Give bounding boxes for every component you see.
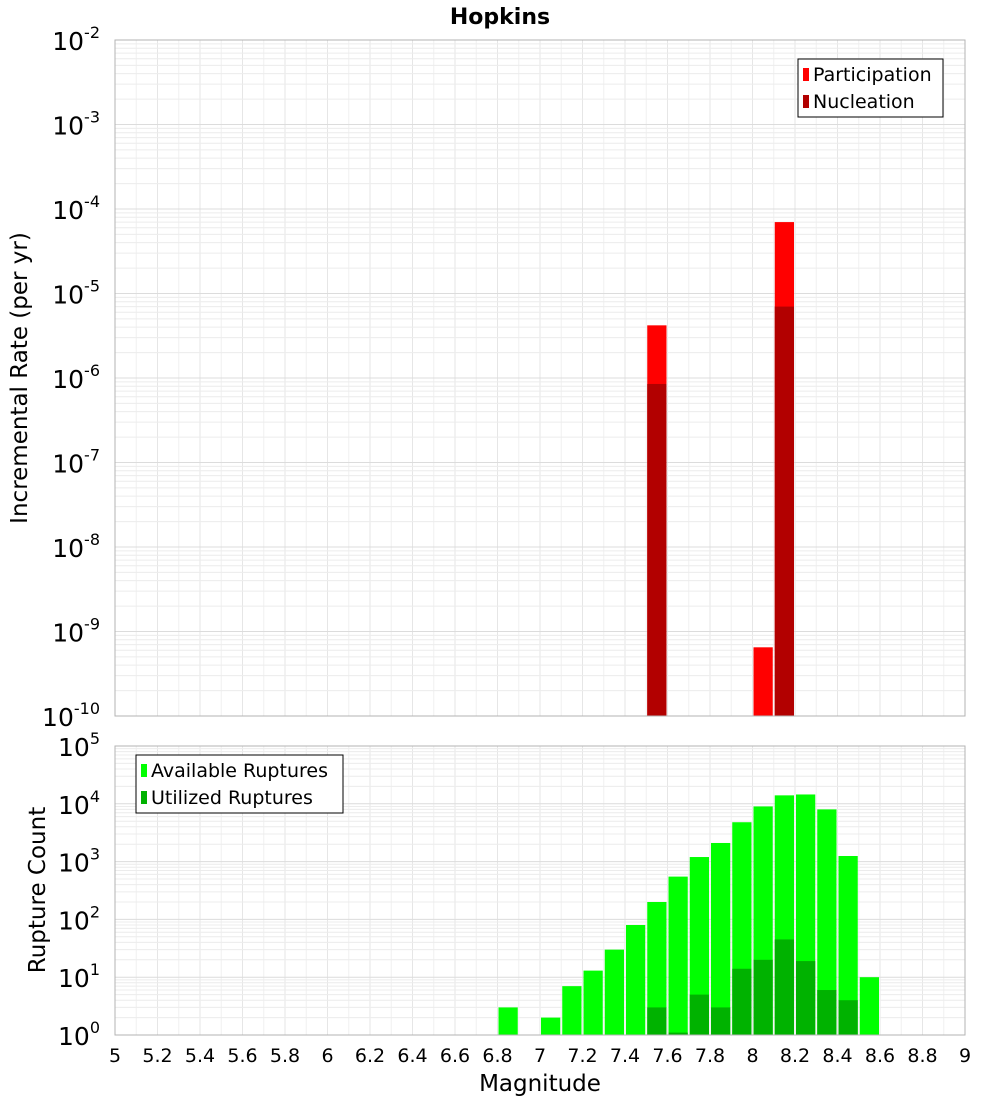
rate-bar-participation (753, 647, 773, 716)
count-bar-available-ruptures (541, 1017, 561, 1035)
rate-bar-nucleation (647, 383, 667, 716)
x-tick-label: 8.8 (907, 1045, 937, 1067)
y-tick-label: 101 (58, 960, 100, 993)
count-bar-utilized-ruptures (711, 1007, 731, 1035)
y-tick-label: 105 (58, 729, 100, 762)
rate-bars (647, 222, 794, 716)
x-tick-label: 8.6 (865, 1045, 895, 1067)
y-tick-label: 10-5 (52, 277, 100, 310)
count-plot-frame (114, 745, 966, 1036)
count-bar-available-ruptures (817, 809, 837, 1035)
count-bar-utilized-ruptures (668, 1032, 688, 1035)
count-bar-available-ruptures (668, 876, 688, 1035)
count-bar-available-ruptures (626, 925, 646, 1035)
count-bar-utilized-ruptures (817, 990, 837, 1035)
rate-y-axis-title: Incremental Rate (per yr) (7, 232, 33, 524)
x-tick-label: 8.2 (780, 1045, 810, 1067)
count-bar-available-ruptures (647, 902, 667, 1035)
y-tick-label: 10-6 (52, 361, 100, 394)
y-tick-label: 104 (58, 787, 100, 820)
legend-label: Nucleation (813, 91, 915, 113)
count-y-axis-title: Rupture Count (25, 807, 51, 973)
rate-plot-frame (114, 39, 966, 717)
legend-box (135, 754, 344, 814)
y-tick-label: 10-9 (52, 615, 100, 648)
x-tick-label: 6.8 (482, 1045, 512, 1067)
y-tick-label: 10-8 (52, 530, 100, 563)
x-tick-label: 8 (746, 1045, 758, 1067)
count-bar-utilized-ruptures (838, 1000, 858, 1035)
x-tick-label: 5.4 (185, 1045, 215, 1067)
rate-legend: Participation Nucleation (797, 58, 944, 118)
magnitude-x-ticks: 5 5.2 5.4 5.6 5.8 6 6.2 6.4 6.6 6.8 7 7.2 7.4 7.6 7.8 8… (109, 1045, 971, 1067)
count-bar-utilized-ruptures (647, 1007, 667, 1035)
x-tick-label: 5 (109, 1045, 121, 1067)
x-tick-label: 6.6 (440, 1045, 470, 1067)
x-tick-label: 5.6 (227, 1045, 257, 1067)
rate-y-ticks: 10-10 10-9 10-8 10-7 10-6 10-5 10-4 10-3 10-2 (42, 23, 100, 732)
count-bar-available-ruptures (604, 949, 624, 1035)
x-tick-label: 6.2 (355, 1045, 385, 1067)
y-tick-label: 10-7 (52, 446, 100, 479)
y-tick-label: 100 (58, 1018, 100, 1051)
x-tick-label: 6.4 (397, 1045, 427, 1067)
y-tick-label: 10-2 (52, 23, 100, 56)
legend-swatch (803, 95, 809, 108)
rate-bar-nucleation (774, 306, 794, 716)
legend-label: Participation (813, 64, 932, 86)
legend-box (797, 58, 944, 118)
x-tick-label: 7.2 (567, 1045, 597, 1067)
y-tick-label: 102 (58, 902, 100, 935)
rate-grid (114, 40, 966, 717)
y-tick-label: 10-3 (52, 108, 100, 141)
rate-panel: 10-10 10-9 10-8 10-7 10-6 10-5 10-4 10-3 10-2 In… (7, 23, 966, 732)
chart-title: Hopkins (450, 5, 550, 30)
legend-label: Utilized Ruptures (151, 787, 313, 809)
x-tick-label: 8.4 (822, 1045, 852, 1067)
count-bar-available-ruptures (859, 977, 879, 1035)
count-bar-utilized-ruptures (753, 959, 773, 1035)
count-bar-utilized-ruptures (796, 961, 816, 1035)
count-panel: 100 101 102 103 104 105 5 5.2 5.4 5.6 5.8 6 6.2 6.4 6… (25, 729, 971, 1097)
x-tick-label: 9 (959, 1045, 971, 1067)
x-tick-label: 6 (321, 1045, 333, 1067)
count-bar-utilized-ruptures (689, 994, 709, 1035)
count-bar-utilized-ruptures (732, 968, 752, 1035)
legend-label: Available Ruptures (151, 760, 328, 782)
x-tick-label: 7.4 (610, 1045, 640, 1067)
count-bar-available-ruptures (838, 855, 858, 1035)
count-bar-available-ruptures (583, 970, 603, 1035)
count-bar-available-ruptures (711, 842, 731, 1035)
legend-swatch (141, 791, 147, 804)
x-tick-label: 7.6 (652, 1045, 682, 1067)
count-legend: Available Ruptures Utilized Ruptures (135, 754, 344, 814)
count-bar-available-ruptures (562, 986, 582, 1035)
y-tick-label: 103 (58, 845, 100, 878)
x-axis-title: Magnitude (479, 1071, 601, 1097)
count-y-ticks: 100 101 102 103 104 105 (58, 729, 100, 1051)
y-tick-label: 10-4 (52, 192, 100, 225)
y-tick-label: 10-10 (42, 699, 100, 732)
count-bars (498, 794, 879, 1035)
legend-swatch (803, 68, 809, 81)
count-bar-available-ruptures (689, 857, 709, 1035)
count-bar-available-ruptures (498, 1007, 518, 1035)
x-tick-label: 5.8 (270, 1045, 300, 1067)
x-tick-label: 7.8 (695, 1045, 725, 1067)
x-tick-label: 5.2 (142, 1045, 172, 1067)
legend-swatch (141, 764, 147, 777)
x-tick-label: 7 (534, 1045, 546, 1067)
count-bar-utilized-ruptures (774, 939, 794, 1035)
